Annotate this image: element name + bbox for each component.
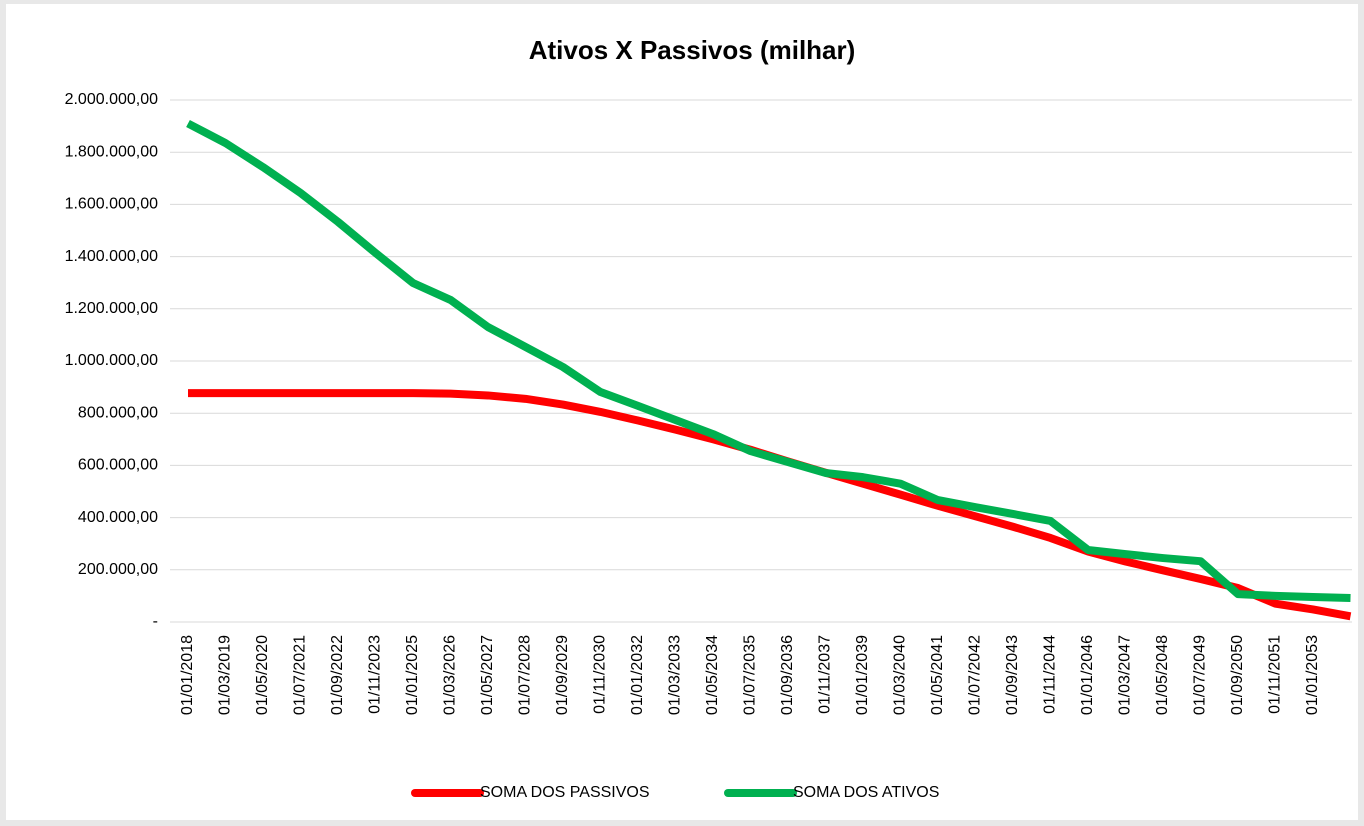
x-tick-label: 01/09/2022 — [329, 635, 346, 715]
x-tick-label: 01/09/2029 — [554, 635, 571, 715]
legend-label: SOMA DOS PASSIVOS — [480, 784, 650, 801]
legend-label: SOMA DOS ATIVOS — [793, 784, 939, 801]
chart-area — [6, 4, 1358, 820]
y-tick-label: 800.000,00 — [78, 404, 158, 421]
x-tick-label: 01/07/2028 — [517, 635, 534, 715]
y-tick-label: 1.200.000,00 — [65, 300, 159, 317]
x-tick-label: 01/07/2035 — [742, 635, 759, 715]
x-tick-label: 01/09/2036 — [779, 635, 796, 715]
y-tick-label: 2.000.000,00 — [65, 91, 159, 108]
x-tick-label: 01/11/2037 — [817, 635, 834, 714]
line-series — [186, 119, 1351, 602]
x-tick-label: 01/11/2023 — [367, 635, 384, 714]
y-tick-label: 600.000,00 — [78, 457, 158, 474]
x-tick-label: 01/07/2042 — [967, 635, 984, 715]
x-tick-label: 01/01/2018 — [179, 635, 196, 715]
x-tick-label: 01/05/2020 — [254, 635, 271, 715]
x-tick-label: 01/03/2026 — [442, 635, 459, 715]
x-tick-label: 01/01/2032 — [629, 635, 646, 715]
y-tick-label: 200.000,00 — [78, 561, 158, 578]
x-tick-label: 01/09/2050 — [1229, 635, 1246, 715]
x-tick-label: 01/05/2027 — [479, 635, 496, 715]
x-tick-label: 01/07/2049 — [1192, 635, 1209, 715]
x-tick-label: 01/01/2053 — [1304, 635, 1321, 715]
x-tick-label: 01/03/2040 — [892, 635, 909, 715]
x-tick-label: 01/11/2044 — [1042, 635, 1059, 714]
x-tick-label: 01/07/2021 — [292, 635, 309, 715]
y-tick-label: 400.000,00 — [78, 509, 158, 526]
x-tick-label: 01/03/2033 — [667, 635, 684, 715]
x-tick-label: 01/05/2034 — [704, 635, 721, 715]
y-tick-label: 1.600.000,00 — [65, 196, 159, 213]
x-tick-label: 01/11/2051 — [1267, 635, 1284, 714]
x-tick-label: 01/01/2046 — [1079, 635, 1096, 715]
y-tick-label: 1.400.000,00 — [65, 248, 159, 265]
x-tick-label: 01/01/2039 — [854, 635, 871, 715]
x-tick-label: 01/03/2047 — [1117, 635, 1134, 715]
y-tick-label: 1.800.000,00 — [65, 143, 159, 160]
chart-title: Ativos X Passivos (milhar) — [529, 35, 856, 65]
y-tick-label: - — [153, 613, 158, 630]
y-tick-label: 1.000.000,00 — [65, 352, 159, 369]
x-tick-label: 01/01/2025 — [404, 635, 421, 715]
x-tick-label: 01/03/2019 — [217, 635, 234, 715]
x-tick-label: 01/11/2030 — [592, 635, 609, 714]
x-tick-label: 01/05/2048 — [1154, 635, 1171, 715]
x-tick-label: 01/05/2041 — [929, 635, 946, 715]
x-tick-label: 01/09/2043 — [1004, 635, 1021, 715]
